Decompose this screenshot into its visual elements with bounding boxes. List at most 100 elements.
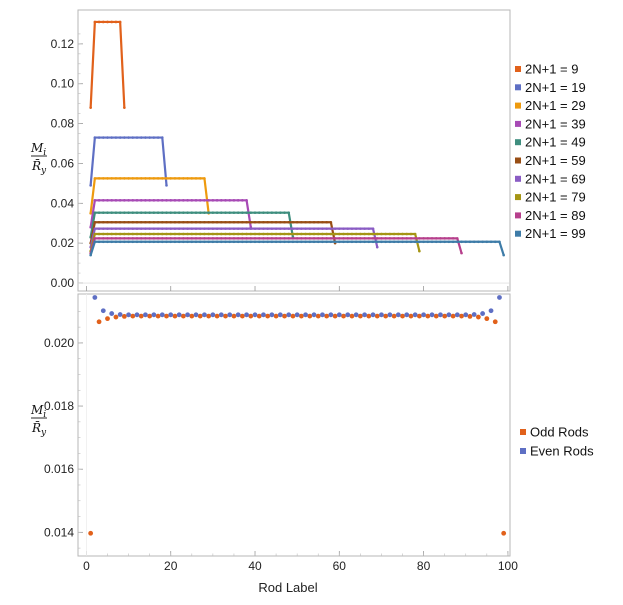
series-point [405,240,409,244]
series-point [274,240,278,244]
series-point [291,227,295,230]
series-point [152,237,156,240]
series-point [295,227,299,230]
series-point [93,240,97,244]
series-point [131,211,135,214]
svg-text:R̄y: R̄y [31,420,47,438]
series-point [283,237,286,240]
odd-rod-point [501,530,507,536]
even-rod-point [471,312,477,317]
top-ylabel-den-sub: y [40,166,47,176]
legend-swatch [520,448,526,454]
series-point [114,227,118,230]
odd-rod-point [256,313,262,319]
even-rod-point [210,312,216,318]
top-ytick-label: 0.12 [51,37,75,51]
even-rod-point [286,312,292,318]
series-point [304,227,307,230]
series-point [245,220,248,224]
series-point [295,240,299,244]
series-point [97,237,101,240]
series-point [257,227,261,230]
series-point [177,199,181,202]
series-point [160,211,164,214]
series-point [110,237,114,240]
series-point [232,240,236,244]
legend-swatch [520,429,526,435]
top-ytick-label: 0.02 [51,236,75,250]
even-rod-point [387,312,393,318]
series-point [118,232,122,236]
series-point [186,232,189,236]
series-point [481,240,484,244]
series-point [245,240,248,244]
series-point [257,240,261,244]
series-point [304,237,307,240]
xtick-label: 100 [498,559,518,573]
series-point [182,240,185,244]
even-rod-point [454,312,460,318]
series-point [101,237,105,240]
series-point [300,220,303,224]
series-point [325,227,328,230]
odd-rod-point [96,319,102,325]
series-point [144,211,147,214]
series-point [114,232,118,236]
series-point [367,240,371,244]
odd-rod-point [147,313,153,319]
series-point [434,237,438,240]
series-point [325,220,328,224]
series-point [418,249,421,253]
series-point [169,232,173,236]
series-point [110,232,114,236]
series-point [439,237,442,240]
series-point [321,240,324,244]
series-point [224,237,227,240]
series-point [304,232,307,236]
series-point [316,237,320,240]
series-point [287,237,291,240]
series-point [388,240,392,244]
series-point [236,237,240,240]
series-point [97,177,101,180]
bottom-legend: Odd Rods Even Rods [520,425,594,459]
series-point [439,240,442,244]
top-ytick-label: 0.08 [51,117,75,131]
series-point [89,184,92,187]
series-point [359,232,362,236]
series-point [118,237,122,240]
series-point [346,237,350,240]
even-rod-point [218,312,224,318]
series-point [194,227,198,230]
series-point [325,240,328,244]
series-point [118,240,122,244]
series-point [477,240,480,244]
series-point [148,227,151,230]
series-point [148,240,151,244]
series-point [245,232,248,236]
series-point [338,237,341,240]
series-point [131,199,135,202]
series-point [152,220,156,224]
series-point [325,237,328,240]
series-point [283,240,286,244]
legend-label: 2N+1 = 89 [525,208,586,223]
series-point [413,232,417,236]
series-point [207,232,210,236]
series-point [397,232,400,236]
series-point [93,136,97,139]
series-point [270,240,274,244]
series-point [156,199,160,202]
even-rod-point [109,311,115,316]
odd-rod-point [349,313,355,319]
series-point [460,240,463,244]
series-point [135,177,139,180]
legend-swatch [515,194,521,201]
series-point [177,227,181,230]
series-point [384,232,387,236]
odd-rod-point [180,313,186,319]
legend-swatch [515,66,521,72]
series-point [156,220,160,224]
series-point [274,227,278,230]
series-point [287,211,291,214]
